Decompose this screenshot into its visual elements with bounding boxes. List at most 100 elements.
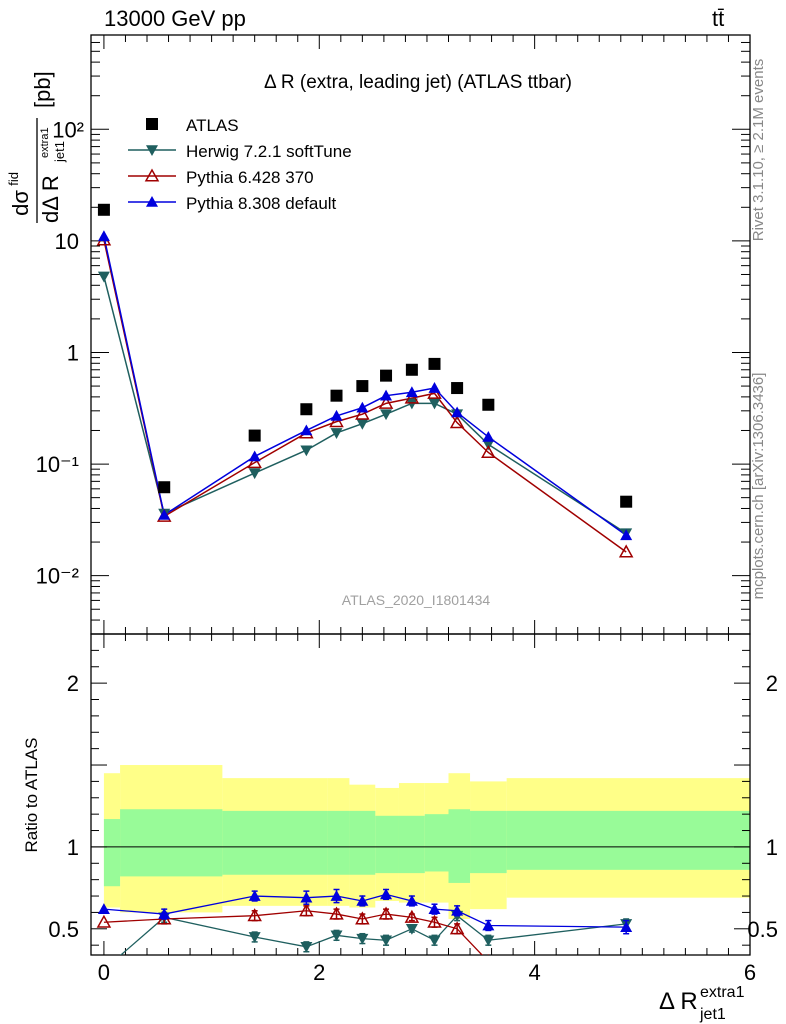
uncertainty-band-inner	[375, 815, 399, 874]
ratio-y-tick-label-right: 1	[766, 835, 778, 860]
ratio-data-point	[330, 930, 343, 942]
main-data-point	[356, 401, 369, 413]
main-data-point	[451, 382, 464, 395]
main-data-point	[482, 430, 495, 442]
ratio-data-point	[356, 933, 369, 945]
main-data-point	[482, 398, 495, 411]
y-label-unit: [pb]	[30, 71, 55, 108]
ratio-data-point	[247, 908, 262, 922]
main-data-point	[378, 395, 394, 409]
analysis-watermark: ATLAS_2020_I1801434	[342, 592, 491, 608]
y-label-denominator-sub: jet1	[52, 141, 67, 163]
main-data-point	[451, 406, 464, 418]
uncertainty-band-inner	[470, 810, 507, 874]
legend-label: Pythia 8.308 default	[186, 194, 337, 213]
main-data-point	[428, 357, 441, 370]
main-series-line	[103, 276, 627, 534]
y-tick-label: 10	[55, 229, 79, 254]
ratio-data-point	[404, 909, 420, 923]
rivet-version-label: Rivet 3.1.10, ≥ 2.1M events	[750, 59, 767, 242]
energy-label: 13000 GeV pp	[104, 6, 246, 31]
ratio-y-tick-label: 1	[67, 835, 79, 860]
plot-title: Δ R (extra, leading jet) (ATLAS ttbar)	[264, 72, 572, 93]
x-axis-label-sub: jet1	[699, 1006, 726, 1023]
y-tick-label: 1	[67, 340, 79, 365]
uncertainty-band-inner	[120, 809, 223, 877]
main-data-point	[248, 429, 261, 442]
main-data-point	[620, 495, 633, 508]
main-data-point	[405, 398, 418, 410]
main-data-point	[97, 230, 110, 242]
ratio-y-axis-label: Ratio to ATLAS	[22, 738, 41, 853]
uncertainty-band-inner	[222, 810, 328, 875]
x-axis-label-sup: extra1	[700, 984, 745, 1001]
ratio-data-point	[482, 919, 495, 931]
ratio-data-point	[482, 935, 495, 947]
y-label-numerator: dσ	[8, 190, 33, 216]
uncertainty-band-inner	[327, 810, 350, 875]
ratio-series-line	[119, 914, 627, 955]
ratio-data-point	[300, 891, 313, 903]
legend-marker	[146, 196, 158, 207]
legend-label: Pythia 6.428 370	[186, 168, 314, 187]
process-label: tt̄	[712, 6, 725, 31]
main-data-point	[618, 544, 634, 558]
ratio-data-point	[248, 932, 261, 943]
ratio-data-point	[620, 921, 633, 932]
ratio-data-point	[378, 906, 394, 920]
ratio-data-point	[405, 923, 418, 935]
ratio-data-point	[405, 894, 418, 906]
main-data-point	[329, 414, 344, 428]
legend-label: Herwig 7.2.1 softTune	[186, 142, 352, 161]
ratio-series-group	[96, 888, 633, 955]
ratio-data-point	[97, 903, 110, 914]
ratio-data-point	[451, 904, 464, 916]
main-data-point	[428, 382, 441, 393]
ratio-data-point	[330, 890, 343, 901]
mcplots-label: mcplots.cern.ch [arXiv:1306.3436]	[750, 373, 767, 600]
main-data-point	[97, 203, 110, 216]
ratio-data-point	[299, 903, 314, 917]
ratio-y-tick-label-right: 2	[766, 671, 778, 696]
x-tick-label: 6	[744, 960, 756, 985]
main-data-point	[380, 389, 393, 401]
ratio-data-point	[380, 935, 393, 947]
x-tick-label: 4	[529, 960, 541, 985]
ratio-y-tick-label-right: 0.5	[747, 917, 778, 942]
ratio-data-point	[158, 908, 171, 919]
ratio-frame	[90, 633, 751, 956]
ratio-data-point	[449, 921, 465, 935]
uncertainty-band-inner	[506, 810, 750, 870]
ratio-data-point	[96, 914, 112, 928]
ratio-data-point	[355, 911, 370, 925]
ratio-data-point	[487, 954, 489, 955]
y-tick-label-top: 10²	[52, 117, 84, 142]
main-data-point	[158, 508, 171, 520]
main-data-point	[247, 455, 262, 469]
main-data-point	[449, 415, 465, 429]
y-label-denominator-sup: extra1	[39, 127, 51, 158]
legend-marker	[146, 145, 158, 156]
main-data-point	[97, 271, 110, 283]
ratio-data-point	[356, 894, 369, 906]
main-data-point	[330, 409, 343, 421]
uncertainty-band-inner	[398, 815, 425, 874]
x-tick-label: 0	[98, 960, 110, 985]
ratio-data-point	[248, 890, 261, 901]
ratio-data-point	[428, 935, 441, 947]
main-data-point	[620, 529, 633, 541]
main-data-point	[300, 424, 313, 436]
main-data-point	[300, 445, 313, 457]
main-data-point	[404, 390, 420, 404]
ratio-data-point	[329, 906, 344, 920]
uncertainty-band-inner	[103, 819, 121, 887]
ratio-data-point	[380, 888, 393, 900]
main-data-point	[481, 444, 496, 459]
main-data-point	[355, 406, 370, 420]
uncertainty-band-inner	[349, 810, 376, 875]
main-data-point	[428, 398, 441, 410]
main-series-line	[103, 239, 627, 553]
main-data-point	[356, 380, 369, 393]
main-data-point	[405, 363, 418, 376]
